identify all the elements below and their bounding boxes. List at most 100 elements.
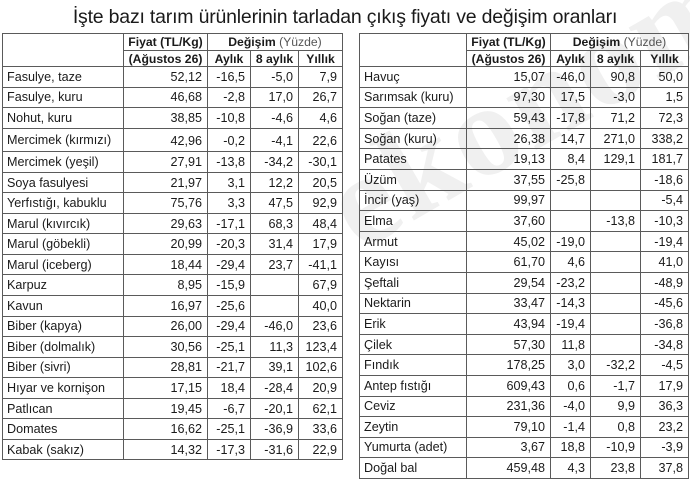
price-cell: 8,95 [123, 274, 208, 297]
yearly-change-cell: 1,5 [639, 86, 690, 109]
eight-month-change-cell: 71,2 [590, 107, 641, 129]
price-cell: 178,25 [466, 354, 551, 376]
monthly-change-cell: -16,5 [207, 66, 251, 88]
eight-month-change-cell: 129,1 [590, 148, 641, 170]
price-cell: 14,32 [123, 438, 208, 461]
monthly-change-cell: 3,1 [207, 171, 251, 194]
product-name-cell: Marul (kıvırcık) [2, 212, 124, 235]
eight-month-change-cell: -10,9 [590, 436, 641, 459]
table-row: Yerfıstığı, kabuklu 75,76 3,3 47,5 92,9 [2, 192, 344, 214]
price-cell: 27,91 [123, 151, 208, 173]
change-header: Değişim (Yüzde) [206, 33, 344, 51]
product-name-cell: Yumurta (adet) [359, 436, 467, 459]
table-row: Elma 37,60 -13,8 -10,3 [359, 210, 690, 232]
product-name-cell: Biber (sivri) [2, 356, 124, 379]
product-name-cell: Mercimek (kırmızı) [2, 127, 124, 153]
yearly-change-cell: 41,0 [639, 251, 690, 273]
eight-month-change-cell [590, 313, 641, 335]
eight-month-change-cell [250, 274, 299, 297]
price-date-header: (Ağustos 26) [466, 50, 551, 67]
yearly-change-cell: -41,1 [297, 253, 344, 276]
table-row: Nohut, kuru 38,85 -10,8 -4,6 4,6 [2, 107, 344, 129]
yearly-change-cell: 36,3 [639, 395, 690, 418]
eight-month-change-cell: -5,0 [250, 66, 299, 88]
monthly-change-cell: -25,1 [207, 418, 251, 440]
eight-month-change-cell [590, 271, 641, 294]
table-row: Hıyar ve kornişon 17,15 18,4 -28,4 20,9 [2, 377, 344, 399]
product-name-cell: Biber (dolmalık) [2, 336, 124, 358]
table-body-right: Havuç 15,07 -46,0 90,8 50,0 Sarımsak (kuru) 97… [359, 66, 690, 479]
eight-month-change-cell: 47,5 [250, 192, 299, 214]
eight-month-change-cell: -36,9 [250, 418, 299, 440]
table-row: Ceviz 231,36 -4,0 9,9 36,3 [359, 395, 690, 418]
monthly-change-cell: -17,8 [550, 107, 591, 129]
product-column-header [359, 33, 467, 67]
yearly-change-cell: 72,3 [639, 107, 690, 129]
monthly-change-cell: -14,3 [550, 292, 591, 315]
product-name-cell: Üzüm [359, 168, 467, 191]
change-unit: (Yüzde) [623, 35, 667, 49]
yearly-change-cell: 92,9 [297, 192, 344, 214]
price-cell: 21,97 [123, 171, 208, 194]
yearly-change-cell: 4,6 [297, 107, 344, 129]
monthly-change-cell: -19,4 [550, 313, 591, 335]
monthly-change-cell: -46,0 [550, 66, 591, 88]
eight-month-header: 8 aylık [250, 50, 299, 67]
eight-month-change-cell: 23,8 [590, 457, 641, 479]
yearly-header: Yıllık [639, 50, 690, 67]
monthly-change-cell [550, 189, 591, 212]
table-row: Doğal bal 459,48 4,3 23,8 37,8 [359, 457, 690, 479]
table-row: Üzüm 37,55 -25,8 -18,6 [359, 168, 690, 191]
product-name-cell: Hıyar ve kornişon [2, 377, 124, 399]
eight-month-change-cell: -20,1 [250, 397, 299, 420]
yearly-change-cell: 62,1 [297, 397, 344, 420]
product-name-cell: Marul (göbekli) [2, 233, 124, 255]
price-cell: 79,10 [466, 416, 551, 438]
monthly-change-cell: 11,8 [550, 333, 591, 356]
yearly-change-cell: 26,7 [297, 86, 344, 109]
eight-month-change-cell [590, 168, 641, 191]
product-name-cell: İncir (yaş) [359, 189, 467, 212]
price-cell: 30,56 [123, 336, 208, 358]
price-cell: 3,67 [466, 436, 551, 459]
monthly-change-cell: -15,9 [207, 274, 251, 297]
price-cell: 16,62 [123, 418, 208, 440]
eight-month-change-cell: 17,0 [250, 86, 299, 109]
yearly-change-cell: -5,4 [639, 189, 690, 212]
table-row: Fasulye, taze 52,12 -16,5 -5,0 7,9 [2, 66, 344, 88]
eight-month-change-cell: -46,0 [250, 315, 299, 338]
table-row: Marul (göbekli) 20,99 -20,3 31,4 17,9 [2, 233, 344, 255]
price-table-left: Fiyat (TL/Kg) Değişim (Yüzde) (Ağustos 2… [2, 33, 344, 461]
price-cell: 97,30 [466, 86, 551, 109]
eight-month-change-cell: 11,3 [250, 336, 299, 358]
product-name-cell: Fasulye, kuru [2, 86, 124, 109]
product-name-cell: Nektarin [359, 292, 467, 315]
yearly-change-cell: -48,9 [639, 271, 690, 294]
product-name-cell: Şeftali [359, 271, 467, 294]
eight-month-change-cell [590, 333, 641, 356]
monthly-change-cell: -25,1 [207, 336, 251, 358]
table-row: İncir (yaş) 99,97 -5,4 [359, 189, 690, 212]
eight-month-change-cell [590, 292, 641, 315]
product-name-cell: Mercimek (yeşil) [2, 151, 124, 173]
yearly-change-cell: 181,7 [639, 148, 690, 170]
product-name-cell: Fındık [359, 354, 467, 376]
price-header: Fiyat (TL/Kg) [123, 33, 208, 51]
change-label: Değişim [572, 35, 621, 49]
table-row: Marul (kıvırcık) 29,63 -17,1 68,3 48,4 [2, 212, 344, 235]
eight-month-header: 8 aylık [590, 50, 641, 67]
price-cell: 45,02 [466, 230, 551, 253]
table-row: Mercimek (yeşil) 27,91 -13,8 -34,2 -30,1 [2, 151, 344, 173]
eight-month-change-cell: -4,6 [250, 107, 299, 129]
monthly-change-cell: -23,2 [550, 271, 591, 294]
price-cell: 42,96 [123, 127, 208, 153]
yearly-change-cell: -30,1 [297, 151, 344, 173]
yearly-change-cell: 48,4 [297, 212, 344, 235]
monthly-change-cell: -19,0 [550, 230, 591, 253]
yearly-change-cell: 67,9 [297, 274, 344, 297]
price-cell: 19,13 [466, 148, 551, 170]
yearly-change-cell: 22,6 [297, 127, 344, 153]
eight-month-change-cell: -3,0 [590, 86, 641, 109]
change-label: Değişim [228, 35, 276, 49]
product-name-cell: Yerfıstığı, kabuklu [2, 192, 124, 214]
